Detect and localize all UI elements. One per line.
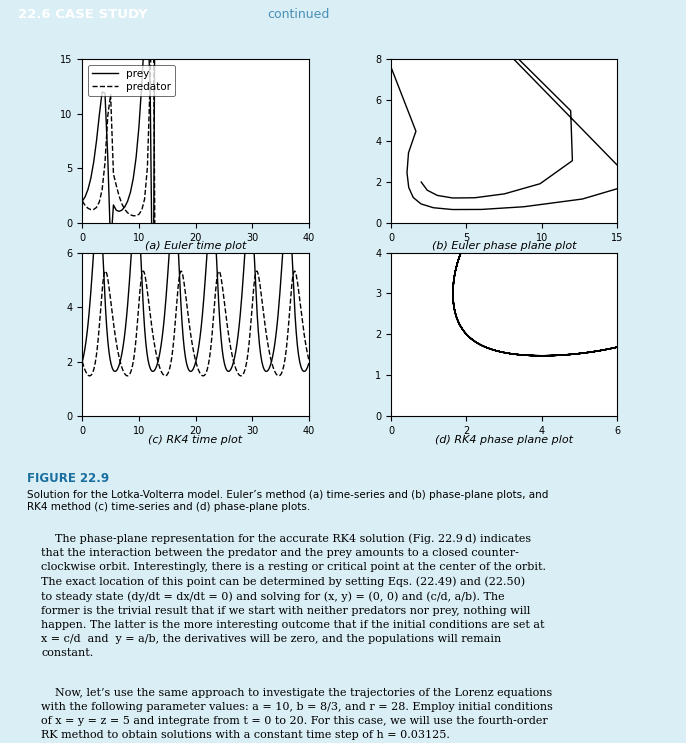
Line: prey: prey xyxy=(82,0,178,359)
Text: Solution for the Lotka-Volterra model. Euler’s method (a) time-series and (b) ph: Solution for the Lotka-Volterra model. E… xyxy=(27,490,549,500)
predator xyxy=(78,197,86,206)
Text: 22.6 CASE STUDY: 22.6 CASE STUDY xyxy=(18,7,147,21)
Text: Now, let’s use the same approach to investigate the trajectories of the Lorenz e: Now, let’s use the same approach to inve… xyxy=(41,688,553,740)
Text: (b) Euler phase plane plot: (b) Euler phase plane plot xyxy=(432,241,576,251)
Text: (c) RK4 time plot: (c) RK4 time plot xyxy=(148,435,243,444)
Legend: prey, predator: prey, predator xyxy=(88,65,175,96)
Text: (d) RK4 phase plane plot: (d) RK4 phase plane plot xyxy=(435,435,573,444)
Text: continued: continued xyxy=(267,7,329,21)
Text: The phase-plane representation for the accurate RK4 solution (Fig. 22.9 d) indic: The phase-plane representation for the a… xyxy=(41,533,546,658)
prey xyxy=(78,197,86,206)
Text: (a) Euler time plot: (a) Euler time plot xyxy=(145,241,246,251)
Text: FIGURE 22.9: FIGURE 22.9 xyxy=(27,472,110,484)
Text: RK4 method (c) time-series and (d) phase-plane plots.: RK4 method (c) time-series and (d) phase… xyxy=(27,502,311,512)
Line: predator: predator xyxy=(82,0,178,743)
